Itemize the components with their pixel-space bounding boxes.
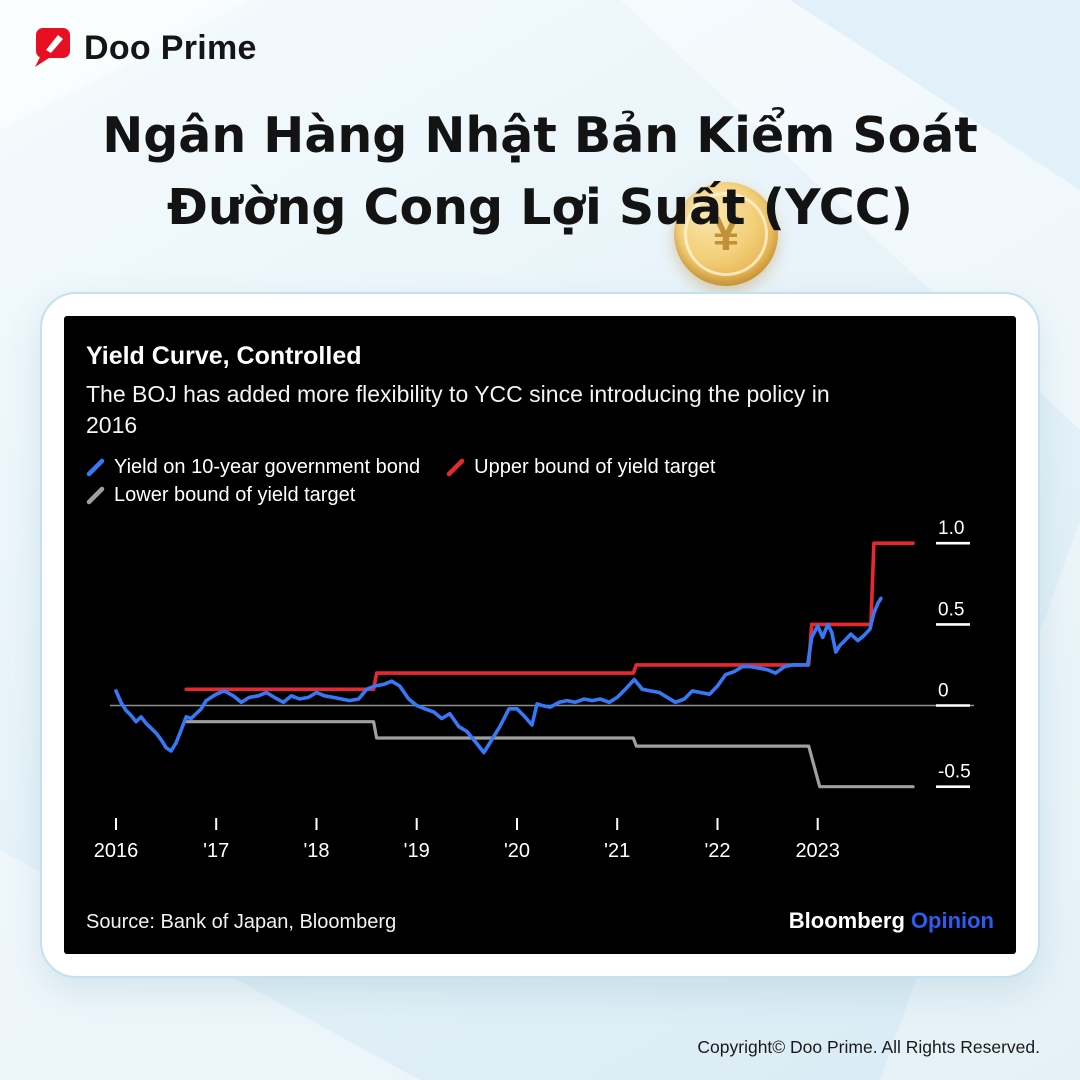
bloomberg-wordmark: Bloomberg <box>788 908 905 933</box>
gold-yen-coin-graphic: ¥ <box>674 182 778 286</box>
svg-text:-0.5: -0.5 <box>938 762 971 783</box>
page-title-line-2: Đường Cong Lợi Suất (YCC) <box>166 179 914 237</box>
chart-legend: Yield on 10-year government bond Upper b… <box>86 456 994 507</box>
svg-text:2016: 2016 <box>94 840 139 862</box>
legend-label: Upper bound of yield target <box>474 456 716 479</box>
bloomberg-opinion-wordmark: Bloomberg Opinion <box>789 908 994 934</box>
yield-curve-chart: 1.0 0.5 0 -0.5 2016 '17 '18 '19 '20 '21 '22 2023 <box>94 518 974 862</box>
coin-ring <box>684 192 768 276</box>
svg-text:2023: 2023 <box>795 840 840 862</box>
bloomberg-chart-panel: Yield Curve, Controlled The BOJ has adde… <box>64 316 1016 954</box>
blue-slash-icon <box>86 458 105 477</box>
svg-text:0: 0 <box>938 681 949 702</box>
svg-text:'20: '20 <box>504 840 530 862</box>
chart-subtitle-line-2: 2016 <box>86 411 138 438</box>
legend-row-2: Lower bound of yield target <box>86 484 994 507</box>
svg-text:'19: '19 <box>404 840 430 862</box>
svg-text:0.5: 0.5 <box>938 600 964 621</box>
svg-text:'17: '17 <box>203 840 229 862</box>
copyright-notice: Copyright© Doo Prime. All Rights Reserve… <box>697 1037 1040 1057</box>
red-slash-icon <box>446 458 465 477</box>
legend-item-10y-yield: Yield on 10-year government bond <box>86 456 420 479</box>
svg-text:'21: '21 <box>604 840 630 862</box>
page-title: Ngân Hàng Nhật Bản Kiểm Soát Đường Cong … <box>0 100 1080 244</box>
doo-prime-logo-icon <box>30 24 74 73</box>
chart-footer: Source: Bank of Japan, Bloomberg Bloombe… <box>86 908 994 934</box>
chart-title: Yield Curve, Controlled <box>86 342 362 370</box>
legend-row-1: Yield on 10-year government bond Upper b… <box>86 456 994 479</box>
gray-slash-icon <box>86 486 105 505</box>
doo-prime-logo: Doo Prime <box>30 24 257 73</box>
chart-subtitle: The BOJ has added more flexibility to YC… <box>86 379 994 440</box>
svg-text:'22: '22 <box>704 840 730 862</box>
chart-source: Source: Bank of Japan, Bloomberg <box>86 911 397 933</box>
chart-subtitle-line-1: The BOJ has added more flexibility to YC… <box>86 381 830 407</box>
svg-text:'18: '18 <box>303 840 329 862</box>
chart-card: Yield Curve, Controlled The BOJ has adde… <box>40 292 1040 978</box>
doo-prime-logo-text: Doo Prime <box>84 29 257 67</box>
opinion-wordmark: Opinion <box>910 908 994 933</box>
legend-label: Yield on 10-year government bond <box>114 456 421 479</box>
legend-item-lower-bound: Lower bound of yield target <box>86 484 355 507</box>
legend-label: Lower bound of yield target <box>114 484 356 507</box>
legend-item-upper-bound: Upper bound of yield target <box>446 456 715 479</box>
svg-text:1.0: 1.0 <box>938 518 964 539</box>
page-title-line-1: Ngân Hàng Nhật Bản Kiểm Soát <box>102 107 978 164</box>
